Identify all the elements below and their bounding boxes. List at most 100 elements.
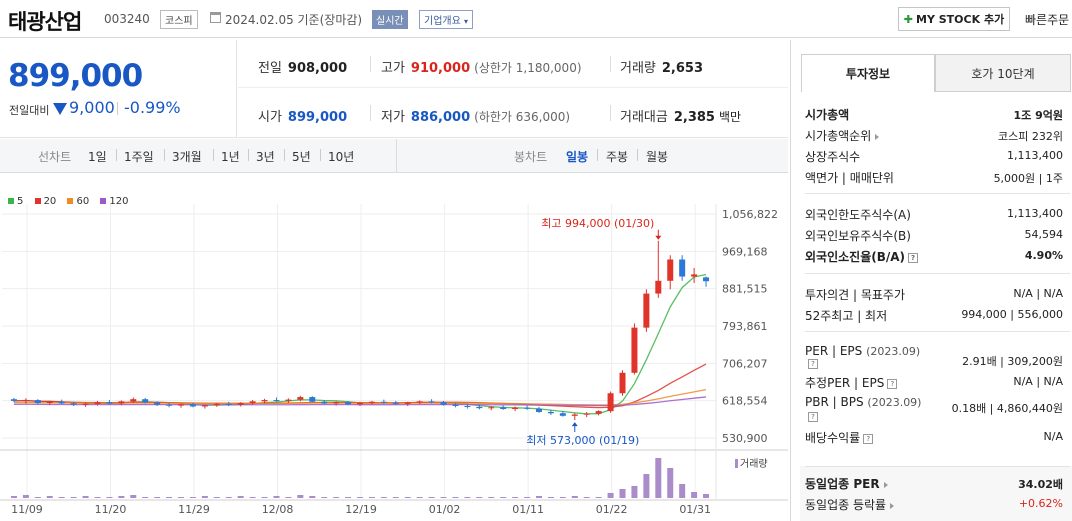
candle [607, 393, 614, 412]
tab-order-book[interactable]: 호가 10단계 [935, 54, 1071, 92]
volume: 거래량 2,653 [620, 61, 704, 76]
info-row[interactable]: 시가총액순위 코스피 232위 [805, 124, 1063, 145]
info-label: 외국인소진율(B/A)? [805, 248, 919, 265]
tab-weekly-candle[interactable]: 주봉 [606, 150, 629, 164]
y-tick-label: 618,554 [722, 395, 768, 408]
divider [610, 105, 611, 121]
add-my-stock-button[interactable]: ✚ MY STOCK 추가 [898, 7, 1010, 31]
tab-1day[interactable]: 1일 [88, 150, 107, 164]
est-per-label: 추정PER | EPS? [805, 374, 898, 391]
tab-monthly-candle[interactable]: 월봉 [646, 150, 669, 164]
volume-bar [130, 495, 137, 498]
candle [643, 293, 650, 328]
info-value: 994,000 | 556,000 [961, 308, 1063, 321]
tab-3year[interactable]: 3년 [256, 150, 275, 164]
volume-bar [667, 468, 674, 498]
volume-bar [571, 496, 578, 498]
help-icon[interactable]: ? [863, 433, 874, 444]
info-label: 상장주식수 [805, 150, 861, 164]
tab-1year[interactable]: 1년 [221, 150, 240, 164]
candle [309, 397, 316, 402]
volume-bar [34, 497, 41, 498]
market-badge: 코스피 [160, 10, 198, 29]
candle [106, 402, 113, 404]
volume-bar [703, 494, 710, 498]
volume-bar [261, 497, 268, 498]
divider [284, 149, 285, 161]
candle [285, 399, 292, 401]
divider [248, 149, 249, 161]
chevron-right-icon [875, 133, 880, 140]
legend-ma5: 5 [8, 196, 23, 207]
line-chart-label: 선차트 [38, 150, 72, 164]
high-annotation: 최고 994,000 (01/30) [541, 217, 654, 230]
high-arrow-head [655, 235, 662, 240]
divider [597, 149, 598, 161]
volume-bar [178, 497, 185, 498]
help-icon[interactable]: ? [808, 359, 818, 369]
volume-bar [189, 497, 196, 498]
volume-bar [273, 496, 280, 498]
candle [595, 411, 602, 414]
candle [667, 259, 674, 281]
x-tick-label: 11/09 [11, 503, 43, 516]
candle [488, 407, 495, 409]
tab-daily-candle[interactable]: 일봉 [566, 150, 589, 164]
candle [547, 411, 554, 414]
divider [213, 149, 214, 161]
x-tick-label: 01/11 [512, 503, 544, 516]
help-icon[interactable]: ? [908, 252, 919, 263]
help-icon[interactable]: ? [887, 378, 898, 389]
volume-bar [547, 497, 554, 498]
candle [213, 403, 220, 406]
volume-bar [440, 497, 447, 498]
valuation-group: PER | EPS (2023.09) ? 2.91배 | 309,200원 추… [805, 341, 1063, 447]
candle [559, 413, 566, 416]
industry-per-row[interactable]: 동일업종 PER 34.02배 [805, 472, 1063, 493]
candle [631, 327, 638, 373]
divider [396, 139, 397, 173]
candle [118, 401, 125, 404]
candlestick-chart: 1,056,822 969,168 881,515 793,861 706,207 618… [0, 204, 788, 516]
volume-bar [118, 496, 125, 498]
info-row: 외국인한도주식수(A) 1,113,400 [805, 203, 1063, 224]
tab-5year[interactable]: 5년 [292, 150, 311, 164]
foreign-ownership-group: 외국인한도주식수(A) 1,113,400 외국인보유주식수(B) 54,594 외국인… [805, 203, 1063, 266]
candle [189, 404, 196, 407]
info-row: 상장주식수 1,113,400 [805, 145, 1063, 166]
info-value: 1,113,400 [1007, 149, 1063, 162]
stock-name: 태광산업 [8, 10, 82, 34]
candle [524, 407, 531, 409]
info-label: 외국인보유주식수(B) [805, 229, 911, 243]
x-tick-label: 11/29 [178, 503, 210, 516]
industry-rate-row[interactable]: 동일업종 등락률 +0.62% [805, 493, 1063, 514]
candle [392, 402, 399, 404]
info-label: 52주최고 | 최저 [805, 309, 888, 323]
add-my-stock-label: MY STOCK 추가 [916, 13, 1005, 26]
x-tick-label: 12/08 [262, 503, 294, 516]
volume-bar [46, 496, 53, 498]
chevron-right-icon [883, 481, 888, 488]
per-eps-row: PER | EPS (2023.09) [805, 341, 1063, 361]
tab-investment-info[interactable]: 투자정보 [801, 54, 935, 92]
price-change: 9,000 [69, 98, 115, 117]
info-value: 4.90% [1024, 249, 1063, 262]
help-icon[interactable]: ? [808, 412, 818, 422]
dividend-label: 배당수익률? [805, 429, 874, 446]
volume-bar [559, 497, 566, 498]
quick-order-button[interactable]: 빠른주문 [1025, 13, 1070, 27]
tab-10year[interactable]: 10년 [328, 150, 355, 164]
pbr-help-row: ? [805, 410, 1063, 426]
volume-bar [488, 497, 495, 498]
realtime-button[interactable]: 실시간 [372, 10, 408, 29]
industry-rate-label: 동일업종 등락률 [805, 496, 895, 513]
candle [166, 404, 173, 406]
chart-period-tabs: 선차트 1일 1주일 3개월 1년 3년 5년 10년 봉차트 일봉 주봉 월봉 [0, 139, 788, 173]
current-price: 899,000 [8, 58, 143, 94]
candle [464, 406, 471, 408]
volume-bar [106, 497, 113, 498]
tab-1week[interactable]: 1주일 [124, 150, 154, 164]
tab-3month[interactable]: 3개월 [172, 150, 202, 164]
company-overview-dropdown[interactable]: 기업개요 ▾ [419, 10, 474, 29]
est-per-value: N/A | N/A [1013, 375, 1063, 388]
